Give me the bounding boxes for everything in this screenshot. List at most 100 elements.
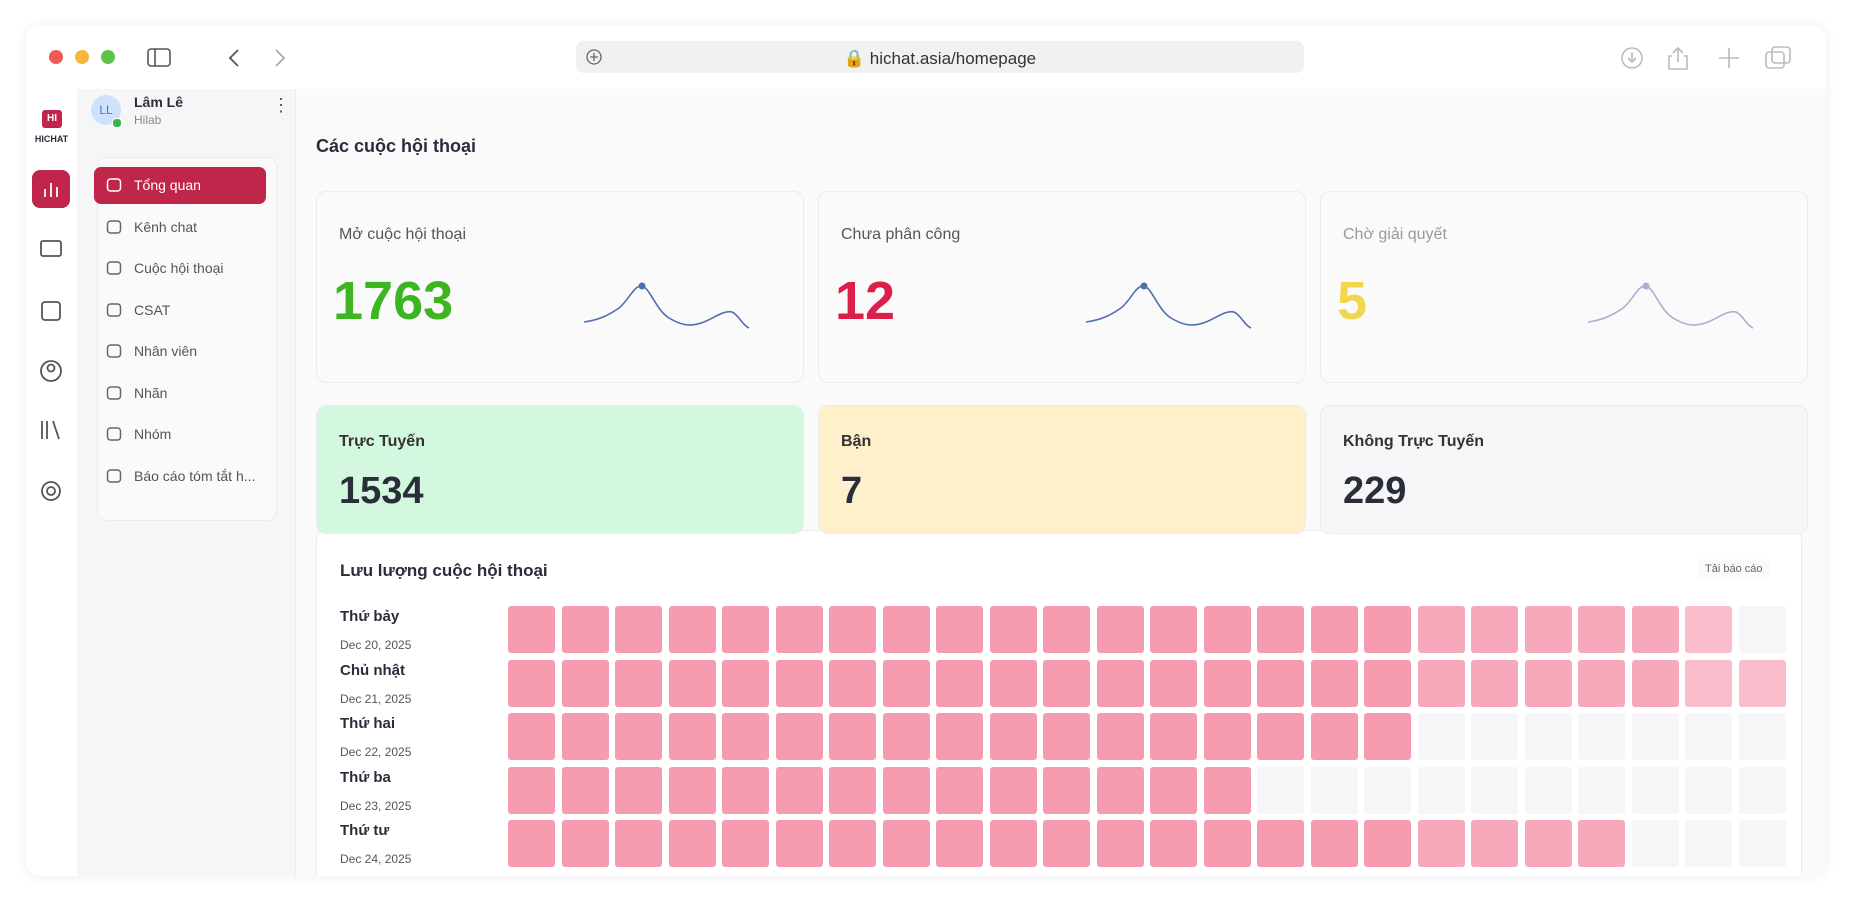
heat-cell: [1203, 766, 1251, 814]
heat-cell: [936, 820, 983, 867]
nav-item[interactable]: Cuộc hội thoại: [94, 250, 266, 287]
empty-cell: [1524, 766, 1572, 814]
avatar: LL: [91, 95, 121, 125]
heat-cell: [1043, 659, 1090, 707]
status-label: Không Trực Tuyến: [1343, 433, 1485, 450]
empty-cell: [1471, 766, 1518, 814]
heat-cell: [1471, 820, 1518, 867]
day-date: Dec 24, 2025: [340, 852, 412, 866]
empty-cell: [1578, 713, 1625, 760]
url-text: hichat.asia/homepage: [869, 49, 1037, 68]
empty-cell: [1578, 766, 1625, 814]
heat-cell: [1043, 713, 1090, 760]
day-date: Dec 21, 2025: [340, 691, 412, 706]
day-label: Chủ nhật: [340, 661, 405, 679]
toolbar-icons[interactable]: [1616, 44, 1816, 72]
heat-cell: [1524, 606, 1572, 653]
heat-cell: [508, 713, 555, 760]
heat-cell: [1578, 659, 1625, 707]
heat-cell: [615, 659, 662, 707]
heat-cell: [829, 606, 876, 653]
nav-icon: [106, 343, 122, 359]
heat-cell: [1364, 659, 1411, 707]
nav-icon: [106, 385, 122, 401]
nav-item[interactable]: Nhân viên: [94, 333, 266, 370]
zoom-button[interactable]: [101, 50, 115, 64]
empty-cell: [1685, 766, 1732, 814]
nav-item[interactable]: Nhóm: [94, 416, 266, 453]
heat-cell: [1150, 713, 1197, 760]
stat-value: 1763: [333, 271, 454, 331]
empty-cell: [1631, 766, 1679, 814]
day-date: Dec 20, 2025: [340, 638, 412, 652]
menu-button[interactable]: ⋮: [272, 95, 290, 115]
empty-cell: [1738, 713, 1786, 760]
heat-cell: [722, 820, 769, 867]
traffic-title: Lưu lượng cuộc hội thoại: [340, 561, 548, 580]
nav-label: Nhãn: [134, 384, 168, 401]
heat-cell: [722, 606, 769, 653]
browser-window: 🔒 hichat.asia/homepage HI HICHAT LL Lâm …: [26, 26, 1826, 876]
heat-cell: [722, 766, 769, 814]
empty-cell: [1524, 713, 1572, 760]
empty-cell: [1257, 766, 1304, 814]
heat-cell: [775, 820, 823, 867]
stat-card: Chưa phân công 12: [818, 191, 1306, 383]
stat-value: 5: [1337, 271, 1368, 331]
rail-icons[interactable]: [26, 169, 77, 549]
nav-item[interactable]: Tổng quan: [94, 167, 266, 204]
heat-cell: [1310, 659, 1358, 707]
nav-icon: [106, 177, 122, 193]
heat-cell: [561, 713, 609, 760]
nav-label: Báo cáo tóm tắt h...: [134, 467, 256, 484]
nav-label: Cuộc hội thoại: [134, 260, 224, 276]
nav-controls[interactable]: [146, 46, 286, 70]
heat-cell: [1417, 659, 1465, 707]
user-name: Lâm Lê: [134, 94, 184, 110]
heat-cell: [1096, 659, 1144, 707]
heat-cell: [615, 713, 662, 760]
heat-cell: [668, 820, 716, 867]
add-icon: [586, 49, 602, 65]
stat-card: Chờ giải quyết 5: [1320, 191, 1808, 383]
heat-cell: [775, 606, 823, 653]
heat-cell: [1257, 659, 1304, 707]
status-label: Trực Tuyến: [339, 433, 425, 450]
nav-item[interactable]: CSAT: [94, 292, 266, 329]
heat-cell: [615, 606, 662, 653]
heat-cell: [1257, 606, 1304, 653]
heat-cell: [1364, 606, 1411, 653]
close-button[interactable]: [49, 50, 63, 64]
heat-cell: [1471, 606, 1518, 653]
heat-cell: [1150, 820, 1197, 867]
nav-panel: Tổng quan Kênh chat Cuộc hội thoại CSAT Nhân…: [94, 157, 277, 521]
heat-cell: [775, 766, 823, 814]
heat-cell: [882, 766, 930, 814]
sidebar: LL Lâm Lê Hilab ⋮ Tổng quan Kênh chat Cuộc…: [77, 89, 296, 876]
heat-cell: [1257, 713, 1304, 760]
heat-cell: [615, 766, 662, 814]
empty-cell: [1738, 820, 1786, 867]
nav-item[interactable]: Nhãn: [94, 375, 266, 412]
heat-cell: [1578, 606, 1625, 653]
heat-cell: [668, 606, 716, 653]
heat-cell: [989, 659, 1037, 707]
sparkline: [1084, 276, 1274, 336]
url-bar[interactable]: 🔒 hichat.asia/homepage: [576, 41, 1304, 73]
day-label: Thứ tư: [340, 822, 390, 839]
nav-item[interactable]: Kênh chat: [94, 209, 266, 246]
main: Các cuộc hội thoại Lưu lượng cuộc hội th…: [295, 89, 1826, 876]
minimize-button[interactable]: [75, 50, 89, 64]
heat-cell: [882, 606, 930, 653]
status-value: 1534: [339, 470, 424, 512]
traffic-panel: Lưu lượng cuộc hội thoại Tải báo cáo Thứ…: [316, 530, 1802, 876]
heat-cell: [936, 766, 983, 814]
heat-cell: [508, 820, 555, 867]
nav-item[interactable]: Báo cáo tóm tắt h...: [94, 458, 266, 495]
heat-cell: [1364, 713, 1411, 760]
heat-cell: [1203, 606, 1251, 653]
heat-cell: [615, 820, 662, 867]
download-report[interactable]: Tải báo cáo: [1697, 559, 1771, 579]
heat-cell: [668, 659, 716, 707]
